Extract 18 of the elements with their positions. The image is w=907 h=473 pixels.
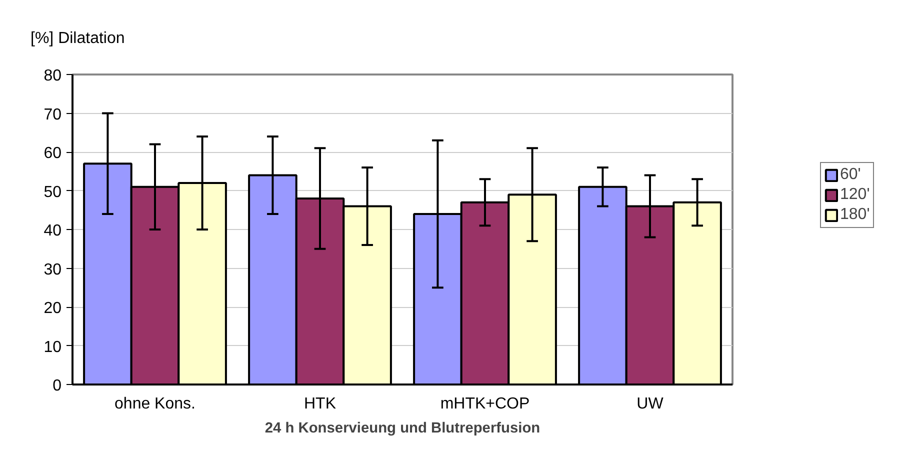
x-tick-label: ohne Kons. bbox=[114, 396, 196, 412]
y-tick-label: 40 bbox=[44, 222, 62, 240]
x-tick-label: UW bbox=[636, 396, 664, 412]
y-tick-label: 60 bbox=[44, 145, 62, 162]
y-tick-label: 50 bbox=[44, 184, 62, 201]
legend-label: 120' bbox=[840, 186, 870, 204]
legend-label: 180' bbox=[840, 206, 870, 224]
legend-label: 60' bbox=[840, 166, 861, 184]
y-tick-label: 0 bbox=[52, 378, 62, 394]
y-axis-title: [%] Dilatation bbox=[30, 30, 125, 47]
x-tick-label: HTK bbox=[304, 396, 336, 412]
y-tick-label: 10 bbox=[44, 338, 62, 356]
y-tick-label: 70 bbox=[44, 106, 62, 124]
y-tick-label: 30 bbox=[44, 261, 62, 278]
y-tick-label: 20 bbox=[44, 300, 62, 317]
x-axis-title: 24 h Konservieung und Blutreperfusion bbox=[264, 420, 540, 436]
y-tick-label: 80 bbox=[44, 68, 62, 84]
x-tick-label: mHTK+COP bbox=[440, 396, 530, 412]
